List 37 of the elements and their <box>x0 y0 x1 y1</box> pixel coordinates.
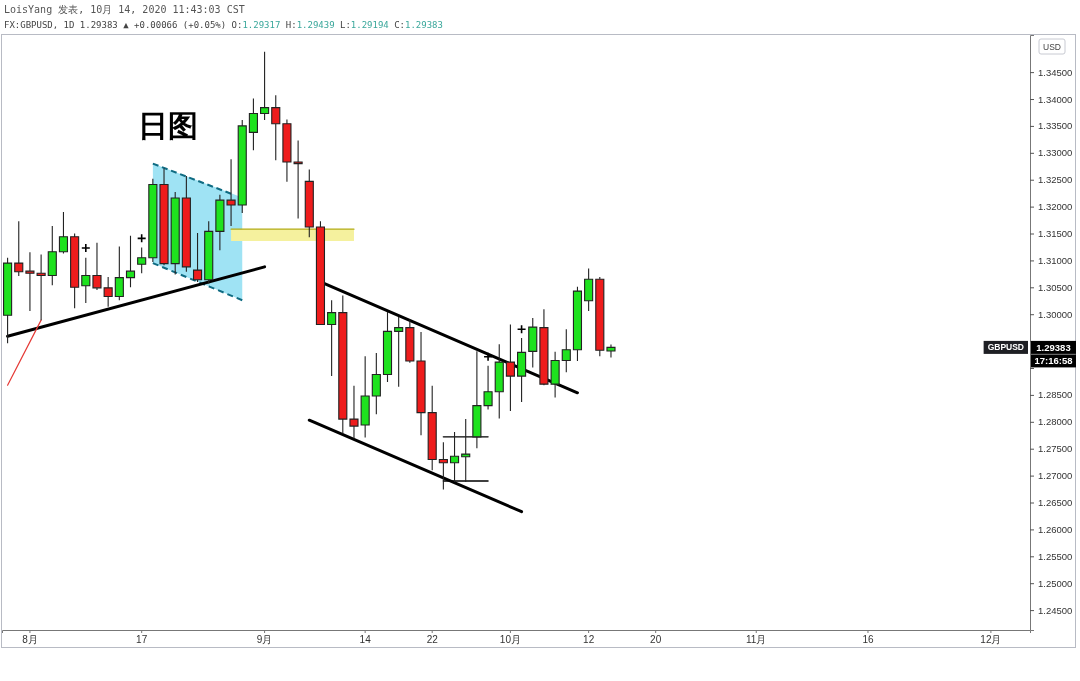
text: 1.29383 <box>1036 341 1071 353</box>
x-tick-label: 9月 <box>256 634 273 646</box>
x-tick-label: 17 <box>136 634 148 646</box>
x-tick-label: 8月 <box>22 634 38 646</box>
y-tick-label: 1.25000 <box>1038 577 1073 589</box>
chart-title: LoisYang 发表, 10月 14, 2020 11:43:03 CST <box>4 4 245 15</box>
text: 1.29383 <box>405 20 443 30</box>
y-tick-label: 1.26000 <box>1038 523 1073 535</box>
y-tick-label: 1.24500 <box>1038 604 1073 616</box>
y-tick-label: 1.25500 <box>1038 550 1073 562</box>
x-tick-label: 20 <box>650 634 662 646</box>
y-tick-label: 1.28000 <box>1038 416 1073 428</box>
x-tick-label: 16 <box>862 634 874 646</box>
y-tick-label: 1.31500 <box>1038 228 1073 240</box>
y-tick-label: 1.30000 <box>1038 308 1073 320</box>
y-tick-label: 1.33500 <box>1038 120 1073 132</box>
x-tick-label: 12月 <box>980 634 1002 646</box>
x-tick-label: 12 <box>583 634 595 646</box>
annotation: GBPUSD <box>987 342 1024 353</box>
y-tick-label: 1.32000 <box>1038 201 1073 213</box>
y-tick-label: 1.28500 <box>1038 389 1073 401</box>
y-tick-label: 1.26500 <box>1038 497 1073 509</box>
y-tick-label: 1.34500 <box>1038 66 1073 78</box>
annotation: 日图 <box>138 109 198 142</box>
text: FX:GBPUSD, 1D 1.29383 ▲ +0.00066 (+0.05%) O:1.29317 H:1.29439 L:1.29194 C: <box>4 20 406 30</box>
y-tick-label: 1.27500 <box>1038 443 1073 455</box>
y-tick-label: 1.27000 <box>1038 470 1073 482</box>
x-tick-label: 14 <box>359 634 372 646</box>
y-tick-label: 1.33000 <box>1038 147 1073 159</box>
y-tick-label: 1.31000 <box>1038 254 1073 266</box>
y-tick-label: 1.32500 <box>1038 174 1073 186</box>
y-tick-label: 1.30500 <box>1038 281 1073 293</box>
x-tick-label: 10月 <box>499 634 521 646</box>
x-tick-label: 22 <box>426 634 439 646</box>
y-tick-label: 1.34000 <box>1038 93 1073 105</box>
x-tick-label: 11月 <box>746 634 767 646</box>
text: USD <box>1043 41 1061 52</box>
